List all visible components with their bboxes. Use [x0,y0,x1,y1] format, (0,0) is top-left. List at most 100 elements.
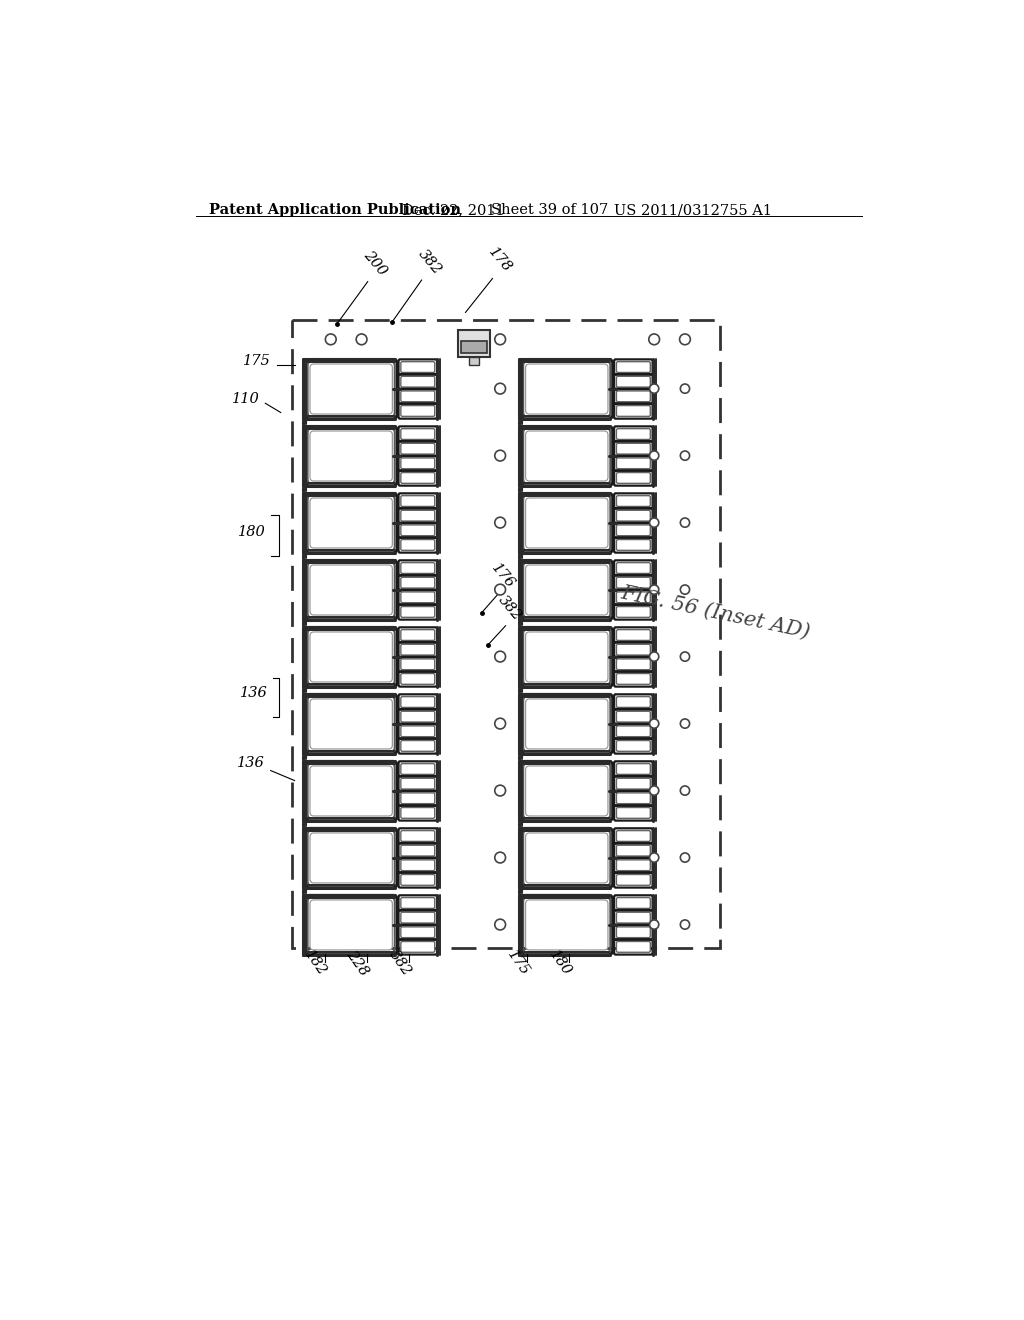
Circle shape [649,384,658,393]
Text: US 2011/0312755 A1: US 2011/0312755 A1 [614,203,772,216]
FancyBboxPatch shape [400,607,435,618]
FancyBboxPatch shape [616,741,650,751]
Text: 182: 182 [302,948,329,978]
FancyBboxPatch shape [310,498,392,548]
FancyBboxPatch shape [400,362,435,372]
Circle shape [326,334,336,345]
FancyBboxPatch shape [310,766,392,816]
FancyBboxPatch shape [525,632,608,682]
FancyBboxPatch shape [400,673,435,684]
FancyBboxPatch shape [616,540,650,550]
Text: 382: 382 [415,247,443,277]
FancyBboxPatch shape [400,429,435,440]
FancyBboxPatch shape [400,540,435,550]
FancyBboxPatch shape [400,444,435,454]
FancyBboxPatch shape [400,898,435,908]
Text: 136: 136 [240,686,267,701]
FancyBboxPatch shape [616,779,650,789]
FancyBboxPatch shape [616,376,650,387]
Circle shape [680,384,689,393]
FancyBboxPatch shape [400,697,435,708]
FancyBboxPatch shape [616,912,650,923]
FancyBboxPatch shape [616,697,650,708]
Text: Patent Application Publication: Patent Application Publication [209,203,461,216]
Circle shape [495,919,506,929]
Circle shape [649,652,658,661]
FancyBboxPatch shape [616,941,650,952]
FancyBboxPatch shape [310,632,392,682]
FancyBboxPatch shape [400,458,435,469]
FancyBboxPatch shape [525,364,608,414]
Bar [461,341,487,354]
FancyBboxPatch shape [616,845,650,857]
FancyBboxPatch shape [400,376,435,387]
FancyBboxPatch shape [616,875,650,886]
Circle shape [649,719,658,729]
Text: 180: 180 [547,948,573,978]
Circle shape [495,517,506,528]
Circle shape [495,853,506,863]
FancyBboxPatch shape [525,498,608,548]
FancyBboxPatch shape [616,898,650,908]
FancyBboxPatch shape [616,429,650,440]
FancyBboxPatch shape [310,430,392,480]
FancyBboxPatch shape [400,644,435,655]
FancyBboxPatch shape [616,630,650,640]
Circle shape [495,785,506,796]
FancyBboxPatch shape [400,793,435,804]
Text: 200: 200 [361,248,390,279]
FancyBboxPatch shape [616,458,650,469]
FancyBboxPatch shape [616,405,650,416]
FancyBboxPatch shape [400,659,435,669]
Circle shape [495,450,506,461]
FancyBboxPatch shape [616,607,650,618]
Text: 175: 175 [243,354,270,368]
FancyBboxPatch shape [310,833,392,883]
FancyBboxPatch shape [400,577,435,589]
FancyBboxPatch shape [616,859,650,871]
Circle shape [649,517,658,527]
FancyBboxPatch shape [616,644,650,655]
FancyBboxPatch shape [616,591,650,603]
FancyBboxPatch shape [310,700,392,748]
FancyBboxPatch shape [400,726,435,737]
Bar [469,358,478,364]
FancyBboxPatch shape [400,859,435,871]
FancyBboxPatch shape [525,430,608,480]
Circle shape [649,451,658,461]
FancyBboxPatch shape [525,700,608,748]
FancyBboxPatch shape [616,391,650,401]
Circle shape [680,785,689,795]
FancyBboxPatch shape [310,364,392,414]
FancyBboxPatch shape [616,444,650,454]
Circle shape [649,853,658,862]
FancyBboxPatch shape [616,808,650,818]
FancyBboxPatch shape [400,562,435,573]
FancyBboxPatch shape [400,830,435,841]
Bar [458,330,490,358]
Circle shape [495,651,506,663]
FancyBboxPatch shape [400,779,435,789]
Circle shape [649,920,658,929]
Circle shape [649,334,659,345]
FancyBboxPatch shape [525,565,608,615]
Text: 110: 110 [232,392,260,407]
Circle shape [680,585,689,594]
Circle shape [680,853,689,862]
Circle shape [495,585,506,595]
Text: Sheet 39 of 107: Sheet 39 of 107 [490,203,608,216]
Circle shape [680,719,689,729]
FancyBboxPatch shape [525,833,608,883]
FancyBboxPatch shape [400,711,435,722]
FancyBboxPatch shape [616,711,650,722]
FancyBboxPatch shape [525,900,608,950]
FancyBboxPatch shape [400,630,435,640]
FancyBboxPatch shape [310,900,392,950]
FancyBboxPatch shape [400,927,435,937]
FancyBboxPatch shape [400,405,435,416]
FancyBboxPatch shape [616,473,650,483]
FancyBboxPatch shape [616,511,650,521]
Text: 136: 136 [237,755,264,770]
Text: Dec. 22, 2011: Dec. 22, 2011 [401,203,504,216]
FancyBboxPatch shape [616,659,650,669]
